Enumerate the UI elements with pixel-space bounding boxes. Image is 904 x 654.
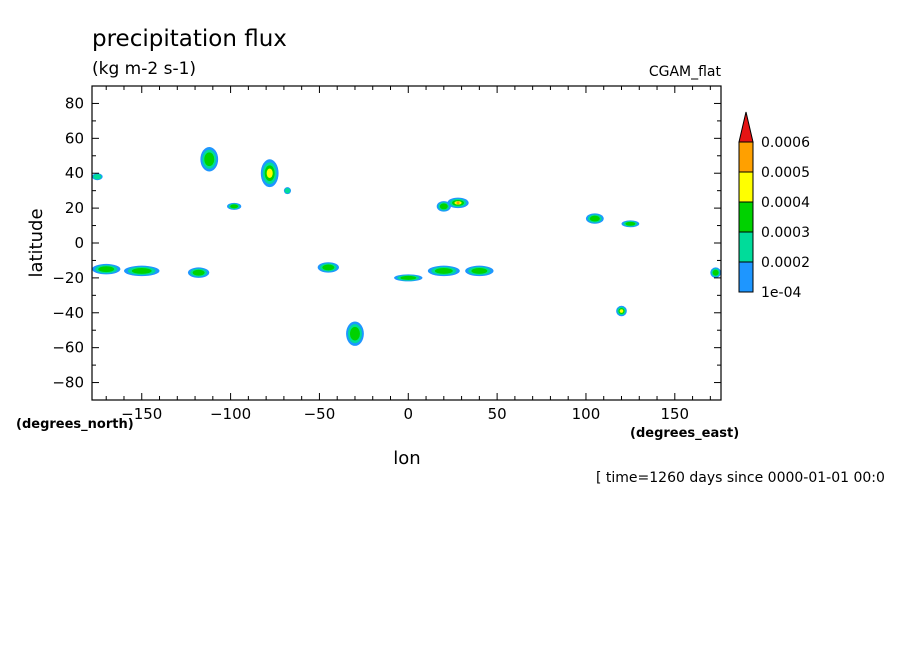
- chart-subtitle: (kg m-2 s-1): [92, 59, 196, 79]
- run-label: CGAM_flat: [649, 64, 722, 80]
- colorbar-label: 0.0005: [761, 165, 810, 181]
- y-tick-label: 40: [65, 164, 84, 182]
- colorbar-label: 1e-04: [761, 285, 801, 301]
- y-tick-label: −20: [52, 269, 84, 287]
- x-axis-units: (degrees_east): [630, 426, 739, 441]
- precip-contour: [471, 267, 488, 274]
- y-tick-label: 60: [65, 129, 84, 147]
- x-tick-label: −150: [121, 405, 162, 423]
- precip-contour: [230, 204, 239, 209]
- plot-frame: [91, 85, 722, 401]
- x-axis: −150 −100 −50 0 50 100 150: [105, 86, 711, 423]
- y-tick-label: 20: [65, 199, 84, 217]
- colorbar: 1e-04 0.0002 0.0003 0.0004 0.0005 0.0006: [738, 111, 810, 301]
- y-axis-units: (degrees_north): [16, 417, 134, 432]
- colorbar-segment: [738, 261, 754, 293]
- y-tick-label: 0: [74, 234, 84, 252]
- precip-contour: [434, 267, 453, 274]
- precip-contour: [625, 221, 636, 226]
- precip-contour: [284, 187, 291, 194]
- x-tick-label: 50: [488, 405, 507, 423]
- colorbar-label: 0.0002: [761, 255, 810, 271]
- colorbar-segment: [738, 231, 754, 263]
- precip-contour: [400, 275, 417, 280]
- precip-contour: [266, 168, 273, 178]
- precipitation-field: [92, 147, 721, 346]
- precip-contour: [98, 266, 115, 273]
- precip-contour: [131, 267, 152, 274]
- y-tick-label: −80: [52, 374, 84, 392]
- x-tick-label: 150: [660, 405, 689, 423]
- x-tick-label: −100: [210, 405, 251, 423]
- y-tick-label: −40: [52, 304, 84, 322]
- colorbar-label: 0.0003: [761, 225, 810, 241]
- y-tick-label: 80: [65, 94, 84, 112]
- time-label: [ time=1260 days since 0000-01-01 00:0: [596, 470, 885, 486]
- colorbar-label: 0.0006: [761, 135, 810, 151]
- y-tick-label: −60: [52, 339, 84, 357]
- precip-contour: [93, 173, 102, 180]
- precip-contour: [322, 264, 335, 271]
- x-axis-label: lon: [393, 448, 420, 469]
- precip-contour: [712, 269, 719, 276]
- precip-contour: [619, 309, 624, 313]
- x-tick-label: 0: [404, 405, 414, 423]
- precip-contour: [204, 152, 215, 167]
- precip-contour: [439, 203, 448, 210]
- precip-contour: [456, 201, 460, 205]
- precip-contour: [192, 269, 205, 276]
- chart-title: precipitation flux: [92, 26, 287, 52]
- colorbar-segment: [738, 201, 754, 233]
- colorbar-extend-arrow: [738, 111, 754, 143]
- x-tick-label: −50: [304, 405, 336, 423]
- colorbar-label: 0.0004: [761, 195, 810, 211]
- y-axis-label: latitude: [26, 208, 47, 277]
- precip-contour: [349, 326, 360, 341]
- x-tick-label: 100: [572, 405, 601, 423]
- precip-contour: [589, 215, 600, 222]
- colorbar-segment: [738, 171, 754, 203]
- y-axis: 80 60 40 20 0 −20 −40 −60 −80: [52, 85, 721, 401]
- colorbar-segment: [738, 141, 754, 173]
